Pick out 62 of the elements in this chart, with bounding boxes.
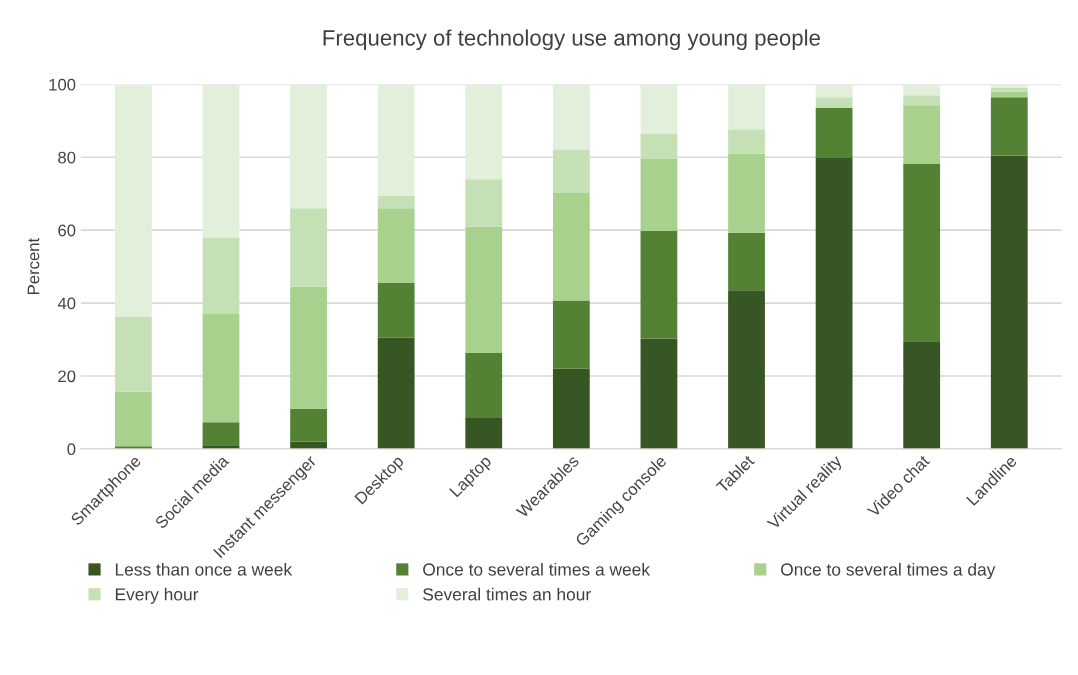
bar (728, 129, 765, 154)
bar (115, 391, 152, 447)
bar (990, 97, 1028, 156)
y-axis-title: Percent (27, 238, 40, 294)
bar (990, 155, 1028, 449)
bar (115, 316, 152, 392)
bar (465, 226, 503, 354)
bar (640, 84, 678, 134)
bar (640, 133, 678, 160)
bar (552, 193, 590, 301)
bar (377, 195, 415, 209)
y-tick-label: 40 (57, 297, 76, 310)
bar (465, 179, 503, 227)
y-tick-label: 80 (58, 151, 76, 164)
legend-label: Every hour (115, 587, 199, 604)
bar (552, 300, 590, 369)
bar (290, 84, 327, 209)
bar (465, 353, 503, 418)
legend-label: Several times an hour (423, 587, 591, 601)
bar (552, 368, 590, 449)
bar (377, 208, 415, 284)
legend-label: Once to several times a day (781, 562, 996, 580)
bar (465, 84, 503, 180)
chart-title: Frequency of technology use among young people (323, 29, 820, 51)
bar (377, 337, 415, 449)
bar (903, 105, 941, 164)
y-tick-label: 60 (58, 224, 76, 237)
bar (115, 85, 152, 317)
bar (202, 422, 240, 446)
bar (290, 408, 327, 442)
legend-label: Once to several times a week (423, 562, 651, 576)
bar (202, 84, 240, 238)
bar (640, 230, 678, 339)
bar (552, 149, 590, 193)
y-tick-label: 20 (58, 370, 76, 383)
bar (640, 338, 678, 449)
bar (465, 417, 503, 449)
bar (640, 159, 678, 231)
bar (728, 153, 765, 233)
bar (290, 286, 327, 409)
legend-label: Less than once a week (115, 562, 293, 576)
bar (290, 208, 327, 287)
bar (903, 84, 941, 96)
bar (815, 157, 853, 449)
bar (903, 95, 941, 106)
bar (202, 314, 240, 423)
bar (815, 84, 853, 98)
bar (990, 88, 1028, 92)
bar (903, 341, 941, 449)
bar (728, 84, 765, 130)
bar (728, 290, 765, 449)
bar (903, 163, 941, 342)
y-tick-label: 0 (67, 443, 76, 456)
bar (377, 283, 415, 338)
bar (728, 232, 765, 291)
bar (202, 237, 240, 315)
bar (815, 108, 853, 158)
bar (377, 84, 415, 196)
y-tick-label: 100 (49, 78, 76, 91)
bar (990, 91, 1028, 98)
bar (552, 84, 590, 150)
bar (815, 97, 853, 109)
